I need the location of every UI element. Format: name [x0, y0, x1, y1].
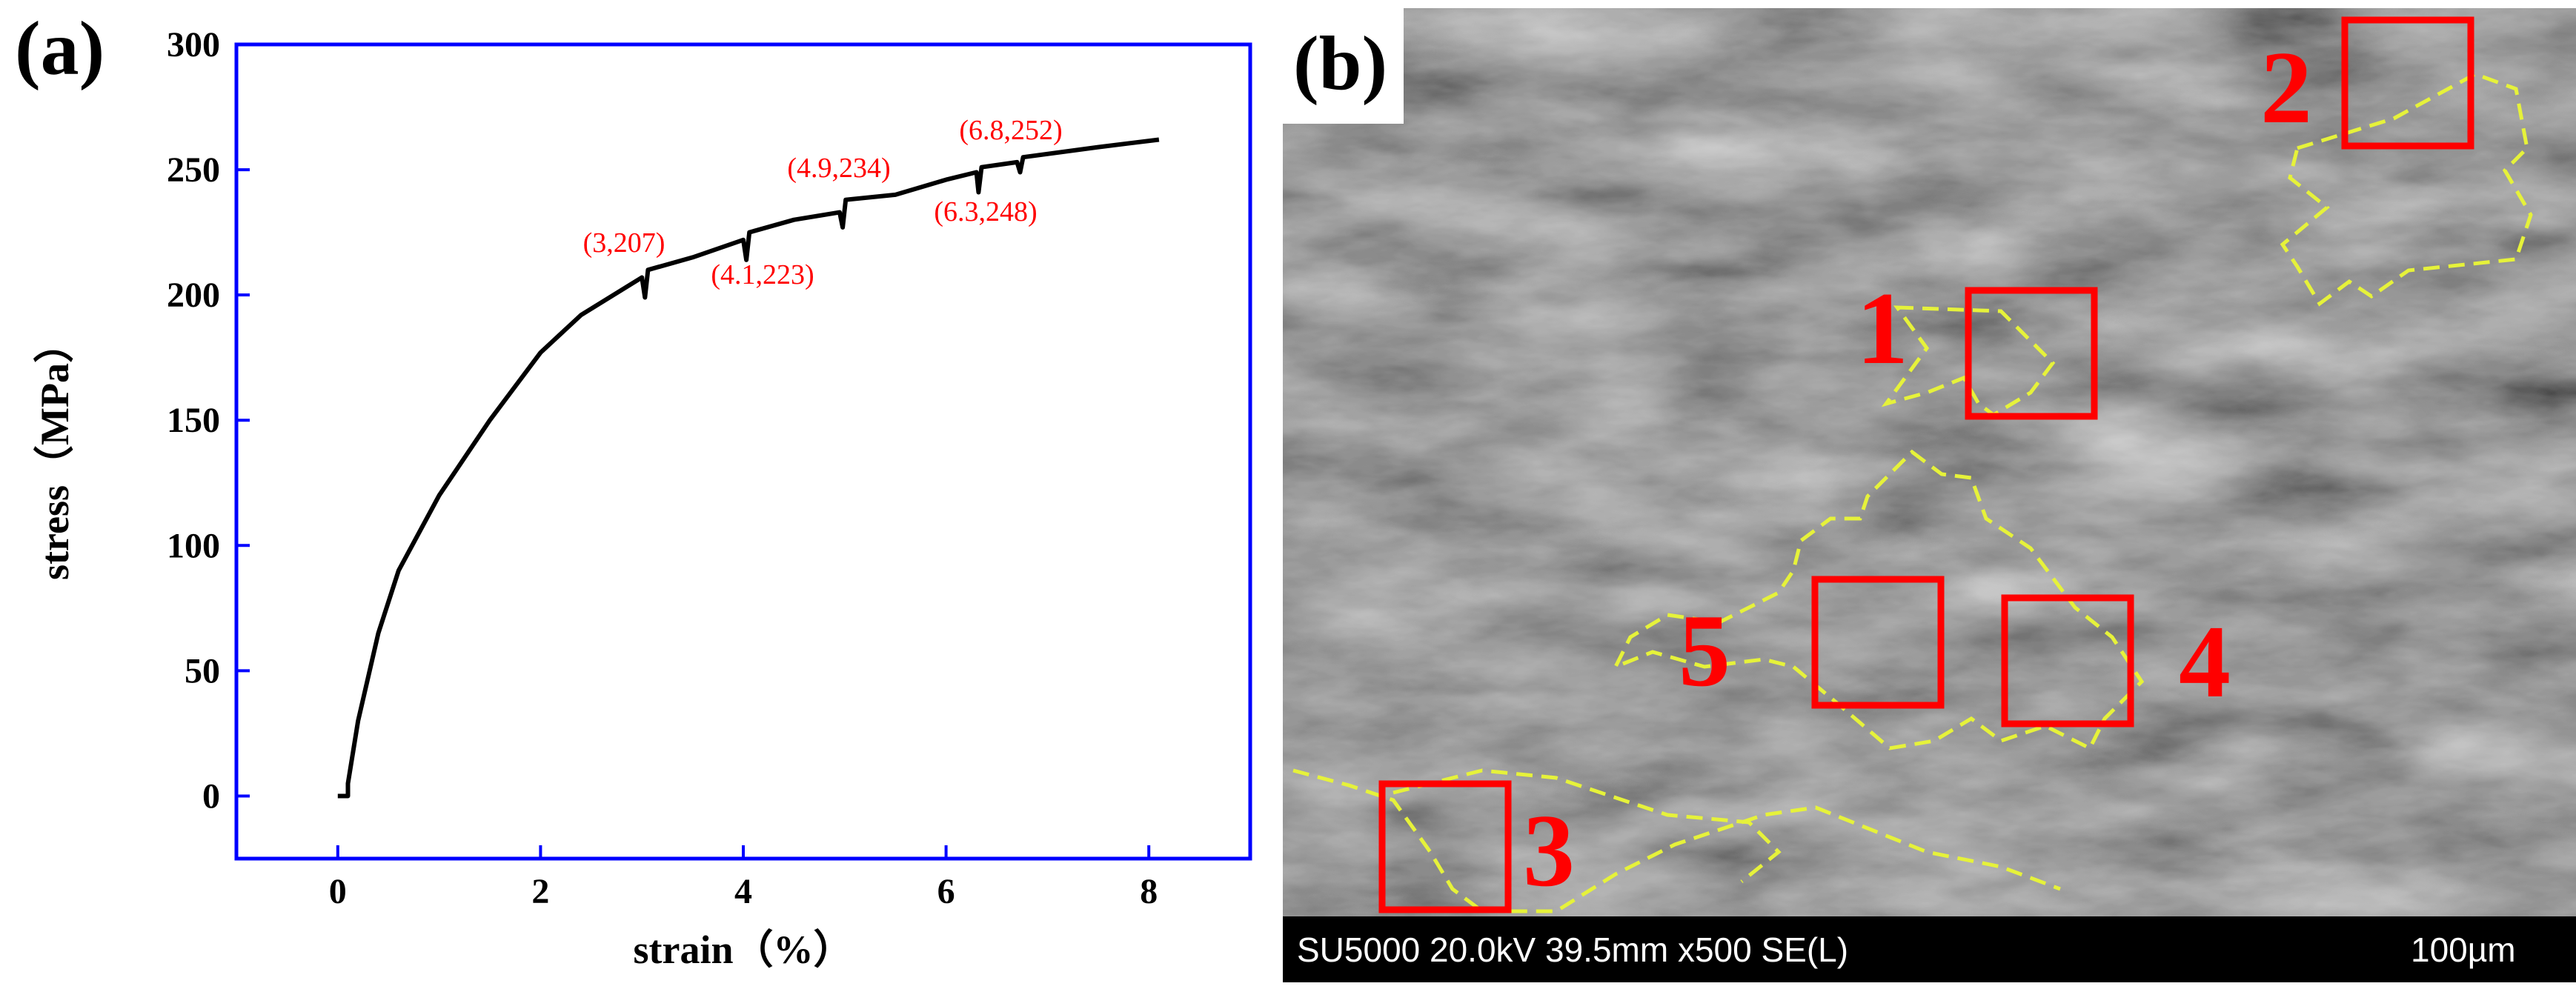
region-label: 4 — [2179, 605, 2231, 719]
x-axis-label: strain（%） — [634, 928, 854, 972]
outline — [1881, 305, 2056, 418]
panel-label: (b) — [1293, 21, 1387, 106]
x-tick-label: 8 — [1140, 872, 1158, 911]
y-tick-label: 100 — [167, 526, 220, 565]
sem-texture — [1283, 8, 2576, 982]
outline — [1292, 768, 2061, 913]
outline — [2280, 72, 2533, 307]
region-label: 5 — [1679, 593, 1730, 708]
annotation: (4.9,234) — [787, 153, 890, 184]
region-label: 3 — [1523, 793, 1575, 908]
annotation: (6.3,248) — [934, 196, 1037, 227]
annotation: (6.8,252) — [959, 115, 1062, 146]
scale-label: 100µm — [2411, 930, 2516, 969]
plot-frame — [234, 42, 1252, 861]
x-tick-label: 4 — [734, 872, 752, 911]
y-tick-label: 50 — [185, 651, 220, 690]
chart-a: (a) 0 50 100 150 200 250 300 0 2 4 6 8 strain（%） stre… — [15, 6, 1252, 972]
region-box — [2341, 16, 2474, 150]
region-box — [1378, 780, 1512, 913]
region-box — [1965, 287, 2098, 420]
y-axis-label: stress（MPa） — [33, 323, 77, 580]
sem-image-panel: (b) 1 2 3 4 5 SU5000 20.0kV 39.5mm x500 SE(L… — [1283, 8, 2576, 982]
annotation: (4.1,223) — [711, 259, 814, 290]
label-box — [1283, 8, 1404, 124]
y-tick-label: 300 — [167, 25, 220, 64]
region-label: 1 — [1856, 271, 1908, 386]
x-tick-label: 0 — [329, 872, 347, 911]
x-tick-label: 2 — [531, 872, 549, 911]
caption: SU5000 20.0kV 39.5mm x500 SE(L) — [1297, 930, 1848, 969]
region-box — [1811, 576, 1945, 709]
y-tick-label: 0 — [202, 776, 220, 816]
panel-label: (a) — [15, 6, 104, 91]
y-tick-label: 200 — [167, 276, 220, 315]
region-box — [2001, 594, 2134, 727]
region-label: 2 — [2260, 30, 2312, 145]
x-tick-label: 6 — [937, 872, 955, 911]
caption-bar — [1283, 916, 2576, 982]
y-tick-label: 150 — [167, 401, 220, 440]
outline — [1392, 768, 1782, 883]
y-tick-label: 250 — [167, 150, 220, 190]
annotation: (3,207) — [583, 227, 665, 259]
stress-strain-curve — [337, 137, 1160, 799]
